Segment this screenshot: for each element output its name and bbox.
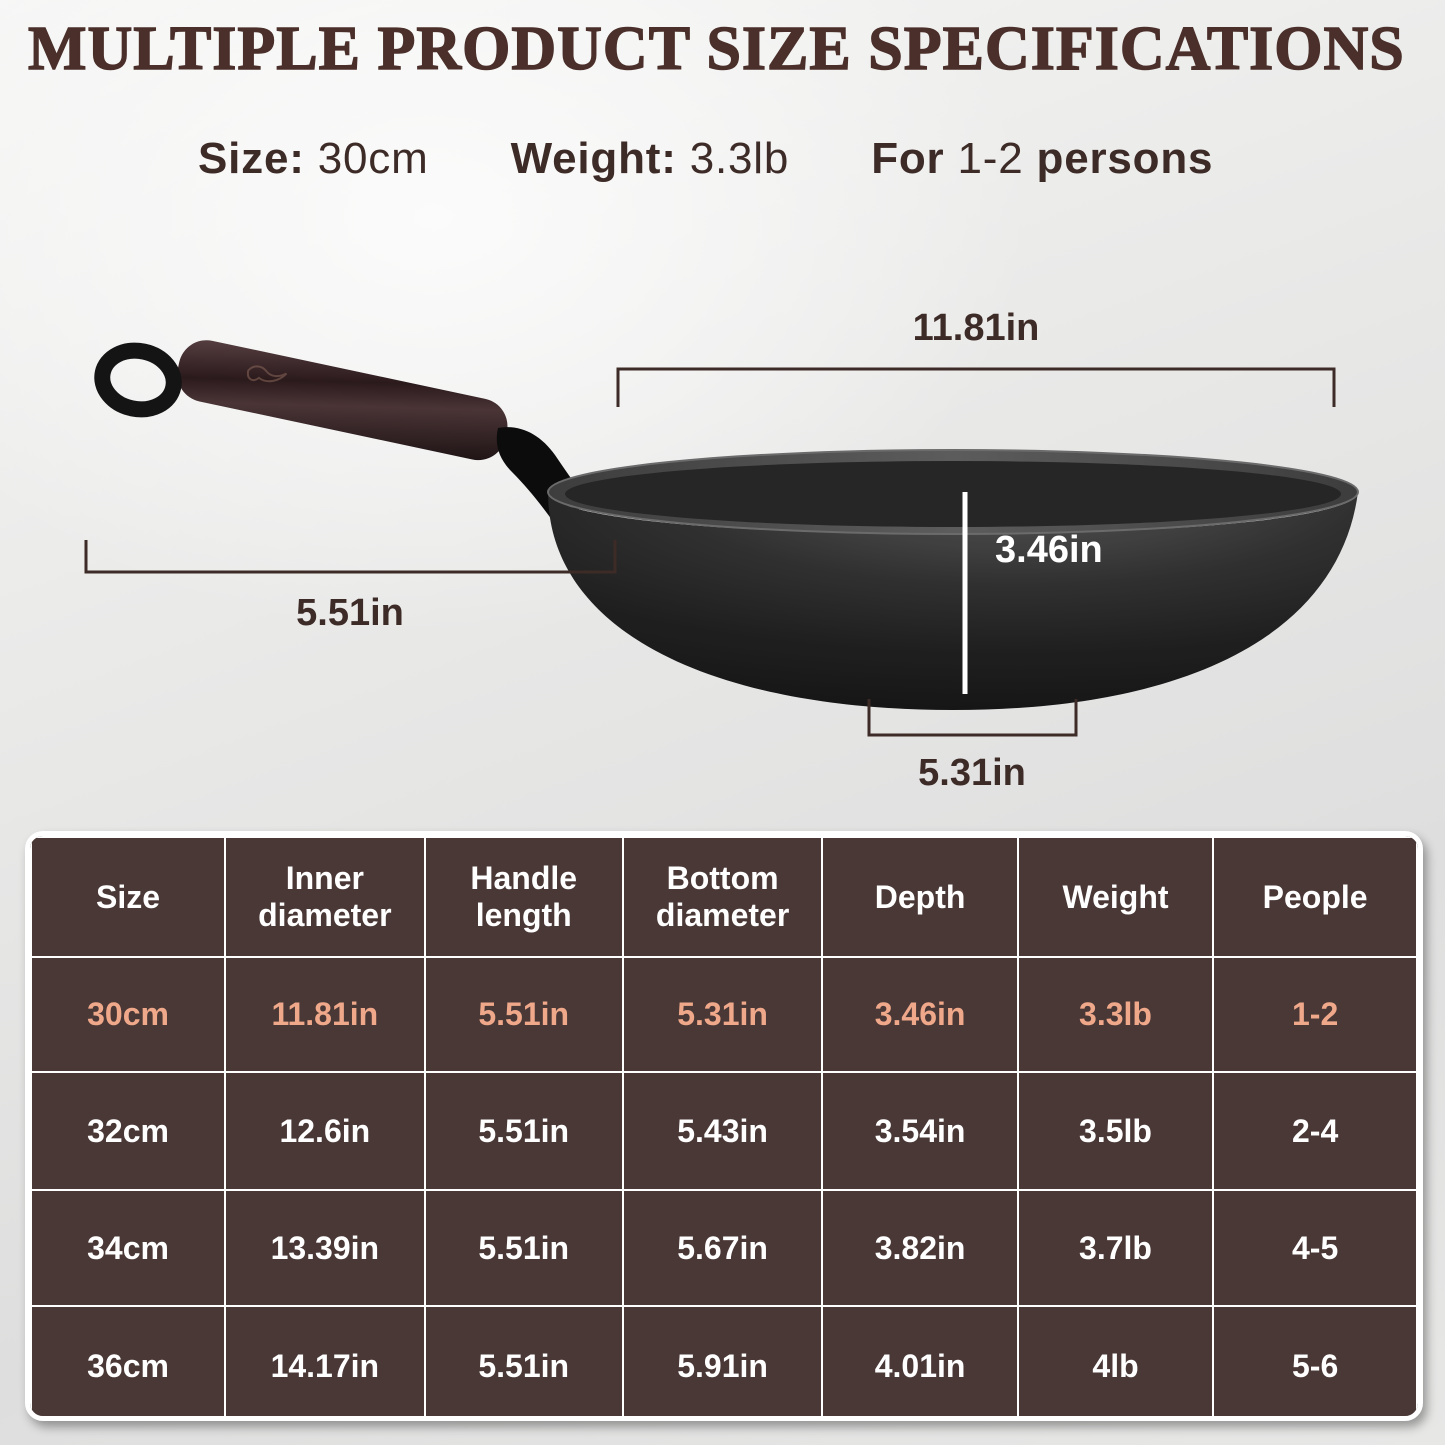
svg-text:5.51in: 5.51in [296,592,404,634]
svg-text:5.31in: 5.31in [918,752,1026,794]
svg-text:3.46in: 3.46in [995,529,1103,571]
svg-text:11.81in: 11.81in [913,307,1040,349]
